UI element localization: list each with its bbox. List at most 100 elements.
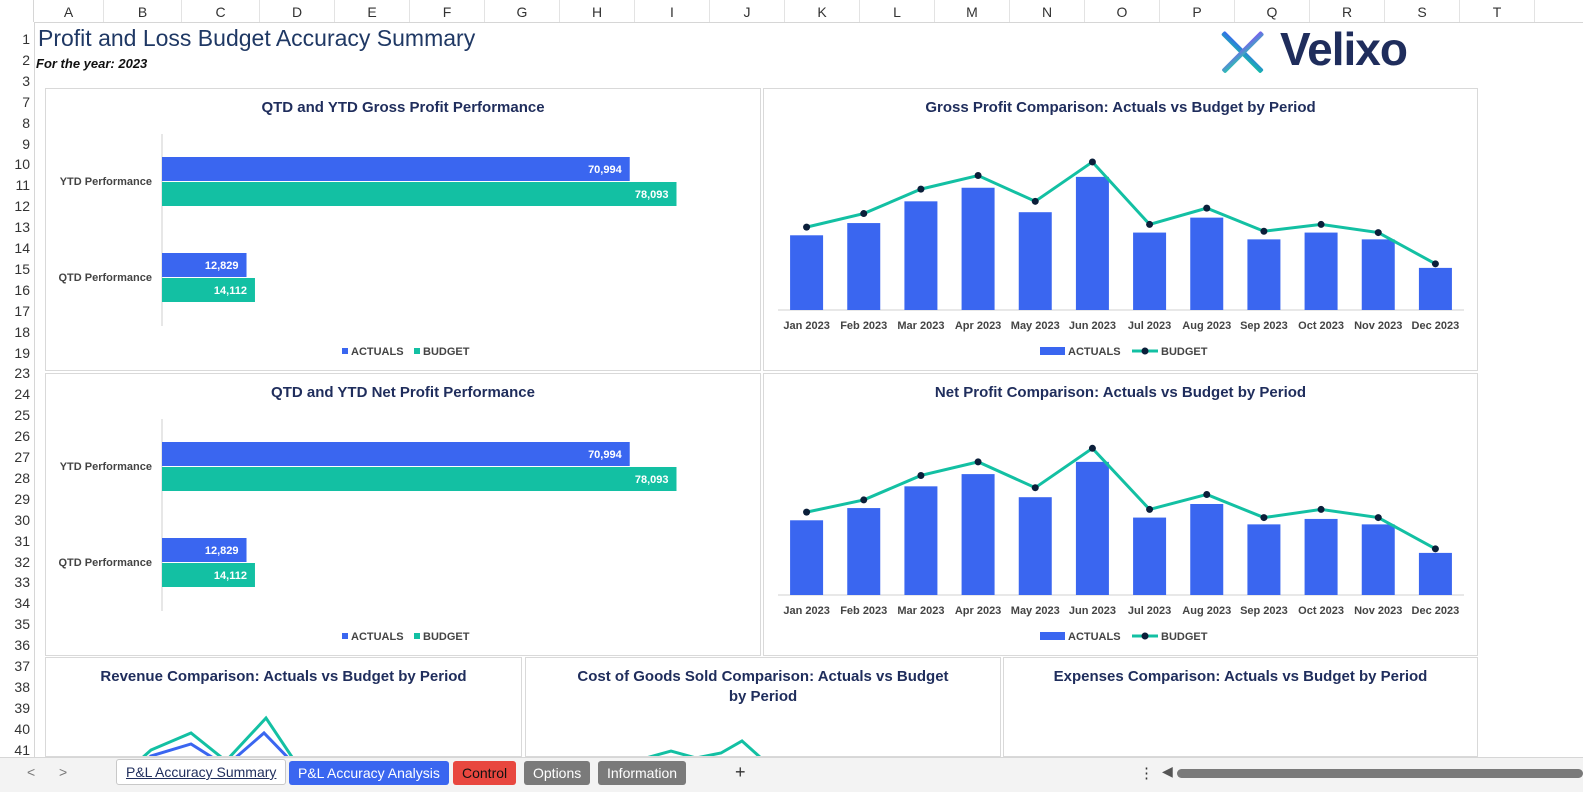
legend-budget-point bbox=[1141, 632, 1149, 640]
row-header-33[interactable]: 33 bbox=[14, 574, 30, 591]
row-header-19[interactable]: 19 bbox=[14, 344, 30, 361]
column-header-p[interactable]: P bbox=[1160, 0, 1235, 22]
x-tick-label: Aug 2023 bbox=[1182, 605, 1231, 617]
actuals-bar bbox=[1304, 518, 1338, 595]
row-header-12[interactable]: 12 bbox=[14, 198, 30, 215]
row-header-9[interactable]: 9 bbox=[22, 135, 30, 152]
row-header-16[interactable]: 16 bbox=[14, 281, 30, 298]
x-tick-label: Oct 2023 bbox=[1298, 605, 1344, 617]
sheet-tab-p-l-accuracy-analysis[interactable]: P&L Accuracy Analysis bbox=[289, 761, 449, 785]
budget-point bbox=[1088, 158, 1096, 166]
budget-point bbox=[1431, 545, 1439, 553]
row-header-35[interactable]: 35 bbox=[14, 616, 30, 633]
legend-actuals-label: ACTUALS bbox=[1068, 631, 1121, 643]
velixo-logo-text: Velixo bbox=[1280, 23, 1408, 75]
sheet-tab-control[interactable]: Control bbox=[453, 761, 517, 785]
sheet-tab-p-l-accuracy-summary[interactable]: P&L Accuracy Summary bbox=[116, 759, 287, 785]
net-profit-qtd-ytd-panel[interactable]: QTD and YTD Net Profit Performance YTD P… bbox=[45, 373, 761, 656]
column-header-e[interactable]: E bbox=[335, 0, 410, 22]
row-header-10[interactable]: 10 bbox=[14, 156, 30, 173]
x-tick-label: May 2023 bbox=[1011, 320, 1060, 332]
column-header-s[interactable]: S bbox=[1385, 0, 1460, 22]
category-label: YTD Performance bbox=[60, 176, 152, 188]
row-header-11[interactable]: 11 bbox=[15, 177, 30, 194]
row-header-bar: 1 2 3 7 8 9 10 11 12 13 14 15 16 17 18 19 23 24 25 26 27 28 29… bbox=[0, 22, 35, 757]
budget-line-partial bbox=[142, 715, 294, 756]
column-header-m[interactable]: M bbox=[935, 0, 1010, 22]
more-options-icon[interactable]: ⋮ bbox=[1139, 765, 1154, 782]
report-subtitle: For the year: 2023 bbox=[36, 56, 148, 71]
actuals-bar bbox=[961, 187, 995, 310]
gross-profit-qtd-ytd-panel[interactable]: QTD and YTD Gross Profit Performance YTD… bbox=[45, 88, 761, 371]
row-header-38[interactable]: 38 bbox=[14, 678, 30, 695]
column-header-d[interactable]: D bbox=[260, 0, 335, 22]
actuals-bar bbox=[1418, 552, 1452, 595]
chart-title: QTD and YTD Net Profit Performance bbox=[271, 384, 535, 401]
column-header-f[interactable]: F bbox=[410, 0, 485, 22]
column-header-o[interactable]: O bbox=[1085, 0, 1160, 22]
net-profit-comparison-panel[interactable]: Net Profit Comparison: Actuals vs Budget… bbox=[763, 373, 1478, 656]
row-header-31[interactable]: 31 bbox=[14, 532, 30, 549]
cogs-comparison-chart-partial bbox=[647, 739, 762, 756]
cogs-comparison-panel[interactable]: Cost of Goods Sold Comparison: Actuals v… bbox=[525, 657, 1001, 757]
row-header-17[interactable]: 17 bbox=[14, 302, 30, 319]
actuals-line-partial bbox=[148, 730, 289, 756]
legend-budget-swatch bbox=[414, 633, 420, 639]
column-header-h[interactable]: H bbox=[560, 0, 635, 22]
next-sheet-button[interactable]: > bbox=[59, 764, 68, 780]
row-header-30[interactable]: 30 bbox=[14, 511, 30, 528]
row-header-23[interactable]: 23 bbox=[14, 365, 30, 382]
row-header-34[interactable]: 34 bbox=[14, 595, 30, 612]
column-header-l[interactable]: L bbox=[860, 0, 935, 22]
prev-sheet-button[interactable]: < bbox=[27, 764, 36, 780]
row-header-7[interactable]: 7 bbox=[22, 93, 30, 110]
row-header-2[interactable]: 2 bbox=[22, 51, 30, 68]
column-header-g[interactable]: G bbox=[485, 0, 560, 22]
row-header-8[interactable]: 8 bbox=[22, 114, 30, 131]
row-header-26[interactable]: 26 bbox=[14, 428, 30, 445]
column-header-a[interactable]: A bbox=[34, 0, 104, 22]
column-header-b[interactable]: B bbox=[104, 0, 182, 22]
gross-profit-comparison-panel[interactable]: Gross Profit Comparison: Actuals vs Budg… bbox=[763, 88, 1478, 371]
row-header-14[interactable]: 14 bbox=[14, 240, 30, 256]
column-header-n[interactable]: N bbox=[1010, 0, 1085, 22]
budget-point bbox=[1088, 444, 1096, 452]
revenue-comparison-panel[interactable]: Revenue Comparison: Actuals vs Budget by… bbox=[45, 657, 522, 757]
row-header-13[interactable]: 13 bbox=[14, 219, 30, 236]
select-all-corner[interactable] bbox=[0, 0, 34, 22]
category-label: YTD Performance bbox=[60, 461, 152, 473]
scroll-left-icon[interactable]: ◀ bbox=[1162, 763, 1173, 779]
column-header-c[interactable]: C bbox=[182, 0, 260, 22]
row-header-3[interactable]: 3 bbox=[22, 72, 30, 89]
horizontal-scrollbar[interactable] bbox=[1177, 769, 1583, 778]
x-tick-label: Sep 2023 bbox=[1240, 605, 1288, 617]
row-header-36[interactable]: 36 bbox=[14, 637, 30, 654]
column-header-r[interactable]: R bbox=[1310, 0, 1385, 22]
row-header-18[interactable]: 18 bbox=[14, 323, 30, 340]
sheet-tab-information[interactable]: Information bbox=[598, 761, 687, 785]
row-header-24[interactable]: 24 bbox=[14, 386, 30, 403]
actuals-bar bbox=[1247, 524, 1281, 595]
column-header-k[interactable]: K bbox=[785, 0, 860, 22]
row-header-37[interactable]: 37 bbox=[14, 658, 30, 674]
row-header-32[interactable]: 32 bbox=[14, 553, 30, 570]
column-header-i[interactable]: I bbox=[635, 0, 710, 22]
row-header-39[interactable]: 39 bbox=[14, 699, 30, 716]
row-header-27[interactable]: 27 bbox=[14, 449, 30, 465]
column-header-j[interactable]: J bbox=[710, 0, 785, 22]
add-sheet-button[interactable]: + bbox=[735, 762, 746, 782]
row-header-1[interactable]: 1 bbox=[22, 31, 30, 47]
row-header-40[interactable]: 40 bbox=[14, 720, 30, 737]
sheet-tab-options[interactable]: Options bbox=[524, 761, 591, 785]
actuals-bar bbox=[1018, 212, 1052, 310]
row-header-29[interactable]: 29 bbox=[14, 490, 30, 507]
x-tick-label: Sep 2023 bbox=[1240, 320, 1288, 332]
expenses-comparison-panel[interactable]: Expenses Comparison: Actuals vs Budget b… bbox=[1003, 657, 1478, 757]
row-header-41[interactable]: 41 bbox=[14, 741, 30, 757]
column-header-q[interactable]: Q bbox=[1235, 0, 1310, 22]
row-header-15[interactable]: 15 bbox=[14, 260, 30, 277]
column-header-t[interactable]: T bbox=[1460, 0, 1535, 22]
row-header-25[interactable]: 25 bbox=[14, 407, 30, 424]
x-tick-label: Jan 2023 bbox=[783, 605, 829, 617]
row-header-28[interactable]: 28 bbox=[14, 469, 30, 486]
